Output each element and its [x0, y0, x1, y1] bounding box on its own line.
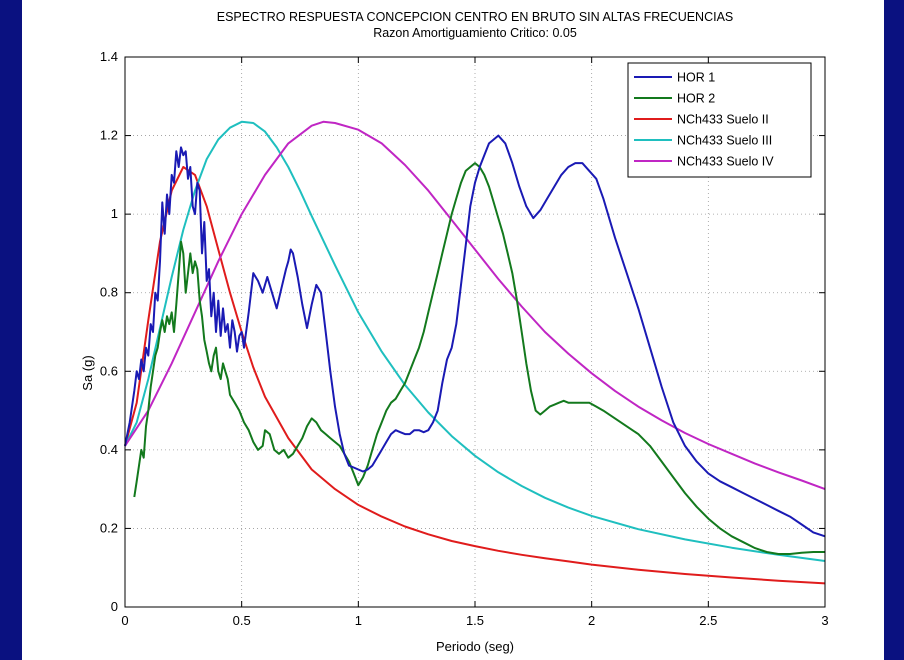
y-tick-label: 1.2: [100, 128, 118, 143]
y-tick-label: 0.8: [100, 285, 118, 300]
x-axis-label: Periodo (seg): [436, 639, 514, 654]
series-line-nch433-suelo-ii: [124, 166, 826, 585]
y-tick-label: 0.4: [100, 442, 118, 457]
legend-label-hor-2: HOR 2: [677, 92, 715, 106]
tick-layer: 0 0.5 1 1.5 2 2.5 3 0 0.2 0.4 0.6 0.8 1 1.2 1.4: [100, 49, 829, 628]
series-line-hor-2: [133, 162, 825, 555]
x-tick-label: 0.5: [233, 613, 251, 628]
legend-label-nch433-suelo-iii: NCh433 Suelo III: [677, 134, 772, 148]
y-tick-label: 1: [111, 206, 118, 221]
legend: HOR 1 HOR 2 NCh433 Suelo II NCh433 Suelo II…: [627, 62, 812, 178]
x-tick-label: 2: [588, 613, 595, 628]
x-tick-label: 1.5: [466, 613, 484, 628]
series-line-nch433-suelo-iii: [124, 120, 826, 562]
x-tick-label: 2.5: [699, 613, 717, 628]
legend-label-nch433-suelo-iv: NCh433 Suelo IV: [677, 155, 774, 169]
y-tick-label: 1.4: [100, 49, 118, 64]
x-tick-label: 1: [355, 613, 362, 628]
y-axis-label: Sa (g): [80, 355, 95, 390]
chart-svg: ESPECTRO RESPUESTA CONCEPCION CENTRO EN …: [80, 10, 829, 654]
series-line-hor-1: [124, 134, 826, 538]
y-tick-label: 0: [111, 599, 118, 614]
x-tick-label: 0: [121, 613, 128, 628]
chart-title: ESPECTRO RESPUESTA CONCEPCION CENTRO EN …: [217, 10, 734, 24]
chart-subtitle: Razon Amortiguamiento Critico: 0.05: [373, 26, 577, 40]
chart-figure: ESPECTRO RESPUESTA CONCEPCION CENTRO EN …: [22, 0, 884, 660]
series-line-nch433-suelo-iv: [124, 120, 826, 491]
series-layer: [124, 120, 826, 585]
y-tick-label: 0.6: [100, 363, 118, 378]
x-tick-label: 3: [821, 613, 828, 628]
legend-label-nch433-suelo-ii: NCh433 Suelo II: [677, 113, 769, 127]
y-tick-label: 0.2: [100, 520, 118, 535]
legend-label-hor-1: HOR 1: [677, 71, 715, 85]
